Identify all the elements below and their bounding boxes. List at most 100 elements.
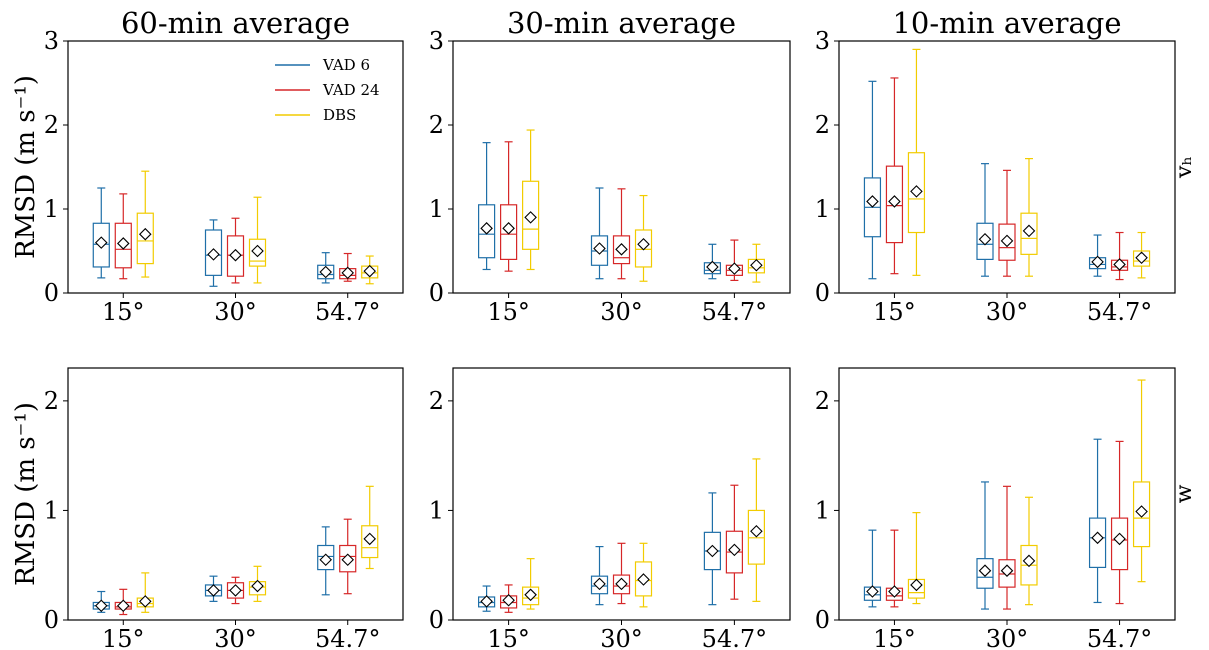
- mean-marker: [1091, 255, 1104, 269]
- mean-marker: [341, 266, 355, 280]
- mean-marker: [94, 599, 108, 613]
- box-vad-24-2: [612, 188, 631, 280]
- x-tick-label: 54.7°: [1087, 298, 1152, 326]
- panel-title: 60-min average: [121, 6, 350, 40]
- mean-marker: [94, 236, 108, 249]
- legend-label: VAD 6: [322, 56, 370, 74]
- mean-marker: [138, 227, 152, 241]
- mean-marker: [207, 248, 220, 261]
- box-dbs-2: [634, 542, 653, 608]
- x-tick-label: 54.7°: [315, 625, 380, 650]
- box-vad-6-1: [863, 529, 882, 608]
- box-vad-6-2: [590, 187, 609, 280]
- x-tick-label: 15°: [873, 625, 916, 650]
- mean-marker: [251, 244, 264, 258]
- mean-marker: [229, 584, 242, 597]
- box-vad-6-1: [92, 187, 110, 279]
- mean-marker: [480, 595, 493, 608]
- mean-marker: [706, 544, 719, 558]
- box-vad-24-2: [998, 485, 1016, 610]
- row-label: vₕ: [1172, 156, 1197, 179]
- mean-marker: [615, 577, 628, 591]
- box-vad-6-3: [317, 526, 335, 596]
- panel-w-1: 0 1 2 15° 30° 54.7° RMSD (m s⁻¹): [11, 367, 404, 650]
- box-dbs-1: [522, 129, 540, 271]
- mean-marker: [1022, 554, 1036, 568]
- box-vad-24-1: [114, 588, 132, 616]
- box-vad-24-1: [114, 193, 132, 280]
- mean-marker: [1113, 258, 1126, 271]
- y-tick-label: 1: [429, 195, 444, 223]
- box-vad-24-3: [339, 518, 357, 595]
- mean-marker: [910, 578, 923, 592]
- x-tick-label: 15°: [487, 298, 530, 326]
- x-tick-label: 15°: [102, 625, 145, 650]
- mean-marker: [1113, 532, 1126, 546]
- box-vad-24-2: [612, 542, 631, 605]
- box-dbs-1: [907, 512, 926, 605]
- legend-label: VAD 24: [322, 81, 380, 99]
- y-tick-label: 1: [815, 195, 830, 223]
- mean-marker: [480, 222, 493, 235]
- mean-marker: [1135, 505, 1148, 518]
- box-vad-24-1: [885, 77, 904, 275]
- mean-marker: [363, 264, 377, 278]
- y-tick-label: 2: [44, 111, 59, 139]
- box-vad-24-3: [725, 239, 743, 281]
- mean-marker: [138, 595, 152, 608]
- box-vad-6-1: [863, 80, 882, 280]
- panel-title: 30-min average: [507, 6, 736, 40]
- mean-marker: [728, 262, 741, 275]
- y-tick-label: 2: [429, 387, 444, 415]
- box-vad-24-3: [1110, 231, 1129, 281]
- box-vad-24-1: [885, 529, 904, 608]
- box-dbs-3: [747, 243, 765, 283]
- box-dbs-1: [522, 558, 540, 610]
- panel-vh-3: 0 1 2 3 15° 30° 54.7° 10-min average vₕ: [815, 6, 1197, 326]
- mean-marker: [866, 585, 879, 598]
- mean-marker: [750, 524, 763, 538]
- y-tick-label: 3: [44, 27, 59, 55]
- legend-label: DBS: [323, 106, 356, 124]
- box-vad-24-3: [725, 484, 743, 600]
- mean-marker: [116, 599, 130, 613]
- box-vad-6-3: [703, 243, 721, 280]
- box-vad-24-3: [1110, 440, 1129, 605]
- x-tick-label: 30°: [600, 625, 643, 650]
- mean-marker: [728, 543, 741, 557]
- box-vad-6-1: [92, 590, 110, 613]
- y-tick-label: 1: [429, 496, 444, 524]
- box-vad-6-2: [204, 575, 223, 602]
- mean-marker: [866, 195, 879, 208]
- y-tick-label: 0: [429, 279, 444, 307]
- mean-marker: [637, 573, 650, 586]
- mean-marker: [1000, 234, 1014, 248]
- y-tick-label: 2: [815, 111, 830, 139]
- box-vad-6-3: [1088, 234, 1107, 277]
- box-dbs-2: [1020, 496, 1038, 606]
- mean-marker: [706, 260, 719, 274]
- mean-marker: [1022, 224, 1036, 238]
- box-vad-24-2: [226, 576, 245, 605]
- box-dbs-3: [1132, 379, 1151, 583]
- x-tick-label: 54.7°: [315, 298, 380, 326]
- mean-marker: [251, 579, 264, 593]
- x-tick-label: 15°: [487, 625, 530, 650]
- x-tick-label: 30°: [214, 625, 257, 650]
- box-vad-24-2: [226, 217, 245, 284]
- panel-title: 10-min average: [892, 6, 1121, 40]
- y-tick-label: 2: [429, 111, 444, 139]
- box-dbs-1: [136, 170, 154, 278]
- box-vad-24-1: [500, 584, 518, 613]
- mean-marker: [593, 242, 606, 255]
- box-vad-6-2: [976, 481, 994, 610]
- box-dbs-2: [248, 196, 267, 284]
- y-tick-label: 3: [815, 27, 830, 55]
- mean-marker: [524, 588, 537, 602]
- mean-marker: [1000, 564, 1014, 577]
- y-tick-label: 1: [815, 496, 830, 524]
- y-tick-label: 3: [429, 27, 444, 55]
- box-dbs-2: [1020, 158, 1038, 277]
- y-tick-label: 0: [44, 279, 59, 307]
- x-tick-label: 30°: [214, 298, 257, 326]
